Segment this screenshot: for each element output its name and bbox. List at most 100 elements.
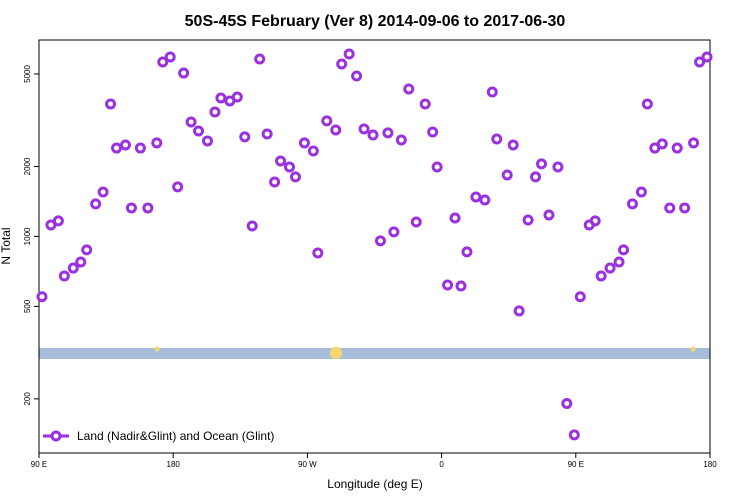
- point: [694, 56, 706, 68]
- band-spot: [690, 346, 696, 352]
- point: [543, 209, 555, 221]
- point: [312, 247, 324, 259]
- point: [552, 161, 564, 173]
- legend-label: Land (Nadir&Glint) and Ocean (Glint): [77, 429, 274, 443]
- point: [75, 256, 87, 268]
- point: [142, 202, 154, 214]
- x-tick-label: 180: [167, 460, 181, 469]
- legend-marker: [50, 430, 62, 442]
- point: [254, 53, 266, 65]
- x-axis-label: Longitude (deg E): [327, 477, 422, 491]
- point: [36, 291, 48, 303]
- point: [395, 134, 407, 146]
- y-tick-label: 2000: [23, 157, 32, 175]
- point: [261, 128, 273, 140]
- band-spot: [330, 347, 342, 359]
- point: [215, 92, 227, 104]
- point: [618, 244, 630, 256]
- point: [321, 115, 333, 127]
- point: [164, 51, 176, 63]
- point: [419, 98, 431, 110]
- y-axis-label: N Total: [0, 227, 13, 264]
- point: [90, 198, 102, 210]
- point: [491, 133, 503, 145]
- point: [442, 279, 454, 291]
- point: [403, 83, 415, 95]
- point: [604, 262, 616, 274]
- point: [688, 137, 700, 149]
- x-tick-label: 90 E: [31, 460, 47, 469]
- point: [105, 98, 117, 110]
- point: [269, 176, 281, 188]
- point: [298, 137, 310, 149]
- chart-title: 50S-45S February (Ver 8) 2014-09-06 to 2…: [185, 13, 566, 30]
- point: [185, 116, 197, 128]
- point: [239, 131, 251, 143]
- point: [178, 67, 190, 79]
- point: [589, 215, 601, 227]
- point: [479, 194, 491, 206]
- point: [111, 142, 123, 154]
- point: [336, 58, 348, 70]
- point: [284, 161, 296, 173]
- point: [501, 169, 513, 181]
- point: [97, 186, 109, 198]
- point: [275, 155, 287, 167]
- point: [664, 202, 676, 214]
- point: [52, 215, 64, 227]
- y-tick-label: 500: [23, 299, 32, 313]
- point: [449, 212, 461, 224]
- point: [358, 123, 370, 135]
- point: [151, 137, 163, 149]
- y-tick-label: 5000: [23, 65, 32, 83]
- point: [626, 198, 638, 210]
- point: [455, 280, 467, 292]
- point: [656, 138, 668, 150]
- point: [561, 398, 573, 410]
- x-tick-label: 90 W: [298, 460, 317, 469]
- point: [289, 171, 301, 183]
- point: [81, 244, 93, 256]
- point: [246, 220, 258, 232]
- point: [613, 256, 625, 268]
- point: [67, 262, 79, 274]
- point: [374, 235, 386, 247]
- point: [536, 158, 548, 170]
- point: [134, 142, 146, 154]
- point: [351, 70, 363, 82]
- point: [530, 171, 542, 183]
- point: [641, 98, 653, 110]
- point: [58, 270, 70, 282]
- point: [595, 270, 607, 282]
- point: [388, 226, 400, 238]
- point: [522, 214, 534, 226]
- point: [119, 139, 131, 151]
- point: [231, 91, 243, 103]
- point: [172, 181, 184, 193]
- point: [307, 145, 319, 157]
- point: [330, 124, 342, 136]
- point: [574, 291, 586, 303]
- point: [701, 51, 713, 63]
- point: [461, 246, 473, 258]
- point: [427, 126, 439, 138]
- point: [568, 429, 580, 441]
- point: [486, 86, 498, 98]
- point: [635, 186, 647, 198]
- point: [410, 216, 422, 228]
- point: [209, 106, 221, 118]
- band-spot: [154, 346, 160, 352]
- x-tick-label: 0: [439, 460, 444, 469]
- x-tick-label: 180: [703, 460, 717, 469]
- point: [201, 135, 213, 147]
- x-tick-label: 90 E: [568, 460, 584, 469]
- point: [431, 161, 443, 173]
- point: [382, 127, 394, 139]
- point: [157, 56, 169, 68]
- y-tick-label: 200: [23, 392, 32, 406]
- point: [125, 202, 137, 214]
- point: [671, 142, 683, 154]
- plot-frame: [38, 39, 711, 454]
